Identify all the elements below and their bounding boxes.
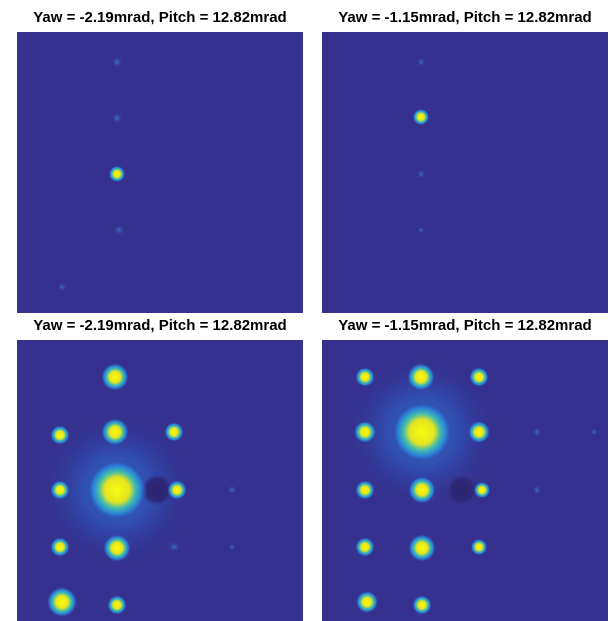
diffraction-spot xyxy=(391,401,453,463)
diffraction-spot xyxy=(468,421,490,443)
diffraction-spot xyxy=(101,418,129,446)
diffraction-spot xyxy=(167,480,187,500)
diffraction-spot xyxy=(50,425,70,445)
diffraction-spot xyxy=(532,427,542,437)
diffraction-spot xyxy=(408,534,436,562)
diffraction-spot xyxy=(228,543,236,551)
diffraction-spot xyxy=(113,224,125,236)
diffraction-spot xyxy=(354,421,376,443)
diffraction-spot xyxy=(590,428,598,436)
diffraction-spot xyxy=(469,367,489,387)
diffraction-spot xyxy=(107,595,127,615)
diffraction-spot xyxy=(474,482,491,499)
diffraction-spot xyxy=(355,480,375,500)
diffraction-spot xyxy=(407,363,435,391)
diffraction-spot xyxy=(356,591,378,613)
panel: Yaw = -1.15mrad, Pitch = 12.82mrad xyxy=(322,317,608,621)
diffraction-spot xyxy=(446,474,478,506)
panel-title: Yaw = -1.15mrad, Pitch = 12.82mrad xyxy=(338,317,591,334)
diffraction-spot xyxy=(111,56,123,68)
diffraction-spot xyxy=(416,57,426,67)
diffraction-spot xyxy=(101,363,129,391)
diffraction-spot xyxy=(417,226,425,234)
diffraction-spot xyxy=(227,485,237,495)
diffraction-spot xyxy=(57,282,67,292)
diffraction-spot xyxy=(86,459,148,521)
diffraction-spot xyxy=(50,480,70,500)
diffraction-spot xyxy=(47,587,78,618)
diffraction-spot xyxy=(164,422,184,442)
diffraction-spot xyxy=(413,109,430,126)
panel: Yaw = -2.19mrad, Pitch = 12.82mrad xyxy=(17,317,303,621)
diffraction-spot xyxy=(416,169,426,179)
diffraction-spot xyxy=(408,476,436,504)
panel: Yaw = -1.15mrad, Pitch = 12.82mrad xyxy=(322,9,608,313)
diffraction-spot xyxy=(532,485,542,495)
diffraction-spot xyxy=(111,112,123,124)
diffraction-spot xyxy=(412,595,432,615)
diffraction-spot xyxy=(103,534,131,562)
diffraction-spot xyxy=(355,537,375,557)
diffraction-spot xyxy=(471,539,488,556)
diffraction-spot xyxy=(355,367,375,387)
figure: Yaw = -2.19mrad, Pitch = 12.82mrad Yaw = … xyxy=(0,0,613,621)
image-background xyxy=(17,32,303,313)
panel-title: Yaw = -1.15mrad, Pitch = 12.82mrad xyxy=(338,9,591,26)
panel: Yaw = -2.19mrad, Pitch = 12.82mrad xyxy=(17,9,303,313)
panel-title: Yaw = -2.19mrad, Pitch = 12.82mrad xyxy=(33,9,286,26)
panels: Yaw = -2.19mrad, Pitch = 12.82mrad Yaw = … xyxy=(17,9,608,621)
diffraction-spot xyxy=(50,537,70,557)
diffraction-spot xyxy=(109,166,126,183)
diffraction-spot xyxy=(168,541,180,553)
image-background xyxy=(322,32,608,313)
panel-title: Yaw = -2.19mrad, Pitch = 12.82mrad xyxy=(33,317,286,334)
